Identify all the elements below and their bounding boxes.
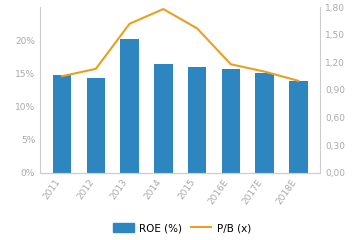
Bar (289, 81, 308, 173)
Bar (120, 39, 139, 173)
Bar (154, 64, 173, 173)
Bar (87, 78, 105, 173)
Bar (53, 75, 71, 173)
Legend: ROE (%), P/B (x): ROE (%), P/B (x) (109, 219, 255, 237)
Bar (255, 73, 274, 173)
Bar (222, 69, 240, 173)
Bar (188, 67, 206, 173)
